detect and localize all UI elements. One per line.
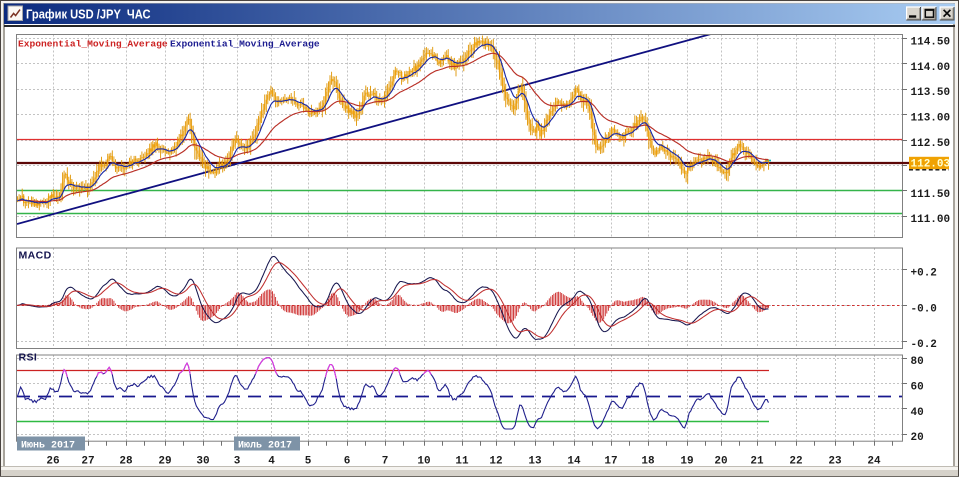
svg-text:20: 20	[911, 432, 924, 444]
svg-text:18: 18	[641, 456, 655, 468]
svg-text:114.50: 114.50	[911, 36, 951, 48]
svg-text:Exponential_Moving_Average: Exponential_Moving_Average	[18, 39, 168, 50]
svg-text:114.00: 114.00	[911, 62, 951, 74]
svg-text:Exponential_Moving_Average: Exponential_Moving_Average	[170, 39, 320, 50]
svg-text:30: 30	[196, 456, 209, 468]
svg-text:График USD /JPY ЧАС: График USD /JPY ЧАС	[26, 7, 151, 22]
svg-text:21: 21	[750, 456, 764, 468]
svg-text:24: 24	[867, 456, 881, 468]
svg-text:60: 60	[911, 382, 924, 394]
svg-text:113.50: 113.50	[911, 87, 951, 99]
svg-text:4: 4	[268, 456, 275, 468]
svg-text:17: 17	[604, 456, 617, 468]
svg-text:-0.0: -0.0	[911, 303, 937, 315]
svg-text:+0.2: +0.2	[911, 268, 937, 280]
svg-text:3: 3	[234, 456, 241, 468]
svg-text:26: 26	[46, 456, 59, 468]
svg-text:-0.2: -0.2	[911, 339, 937, 351]
svg-text:Июнь 2017: Июнь 2017	[21, 441, 75, 452]
svg-text:MACD: MACD	[19, 250, 52, 262]
svg-text:12: 12	[489, 456, 502, 468]
svg-text:111.50: 111.50	[911, 189, 951, 201]
svg-text:14: 14	[567, 456, 581, 468]
svg-text:112.50: 112.50	[911, 138, 951, 150]
svg-text:20: 20	[714, 456, 727, 468]
svg-text:29: 29	[158, 456, 171, 468]
svg-text:112.03: 112.03	[911, 159, 951, 171]
svg-text:19: 19	[680, 456, 693, 468]
svg-text:RSI: RSI	[19, 352, 38, 364]
svg-text:11: 11	[455, 456, 469, 468]
svg-text:10: 10	[417, 456, 430, 468]
svg-text:22: 22	[789, 456, 802, 468]
svg-text:40: 40	[911, 407, 924, 419]
svg-text:13: 13	[528, 456, 542, 468]
svg-text:111.00: 111.00	[911, 214, 951, 226]
svg-text:28: 28	[119, 456, 133, 468]
svg-text:113.00: 113.00	[911, 113, 951, 125]
svg-text:23: 23	[828, 456, 842, 468]
svg-text:27: 27	[81, 456, 94, 468]
svg-text:6: 6	[344, 456, 351, 468]
svg-text:5: 5	[305, 456, 312, 468]
svg-text:80: 80	[911, 356, 924, 368]
svg-text:7: 7	[382, 456, 389, 468]
svg-text:Июль 2017: Июль 2017	[238, 441, 292, 452]
